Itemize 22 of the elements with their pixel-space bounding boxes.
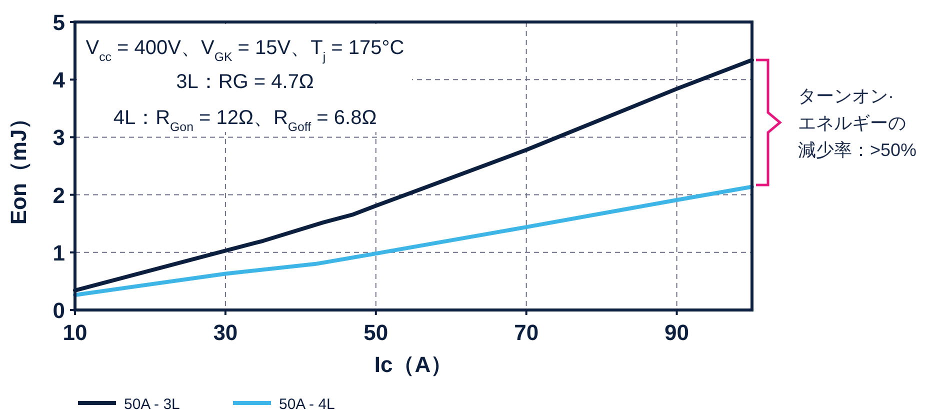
- legend-label: 50A - 3L: [124, 396, 180, 410]
- y-tick-label: 2: [52, 182, 65, 208]
- y-tick-label: 4: [52, 68, 66, 93]
- annotation: 3L：RG = 4.7Ω: [176, 71, 314, 93]
- x-tick-label: 10: [62, 320, 88, 345]
- line-series: [73, 184, 754, 298]
- y-tick-label: 1: [52, 240, 65, 266]
- y-axis-title: Eon（mJ）: [6, 107, 31, 225]
- annotation: V$_{cc}$ = 400V、V$_{GK}$ = 15V、T$_{j}$ = 175°C: [86, 37, 404, 64]
- x-tick-label: 90: [664, 320, 690, 345]
- y-tick-label: 0: [52, 298, 65, 323]
- legend-label: 50A - 4L: [279, 396, 335, 410]
- text: ターンオン·: [798, 86, 894, 106]
- text: 減少率：>50%: [798, 140, 917, 160]
- y-tick-label: 5: [52, 10, 65, 35]
- x-axis-title: Ic（A）: [374, 352, 453, 377]
- x-tick-label: 50: [364, 320, 388, 345]
- y-tick-label: 3: [52, 125, 65, 150]
- annotation: 4L：R$_{Gon}$ = 12Ω、R$_{Goff}$ = 6.8Ω: [113, 107, 377, 134]
- x-tick-label: 30: [213, 320, 238, 345]
- text: エネルギーの: [798, 113, 906, 133]
- x-tick-label: 70: [514, 320, 539, 345]
